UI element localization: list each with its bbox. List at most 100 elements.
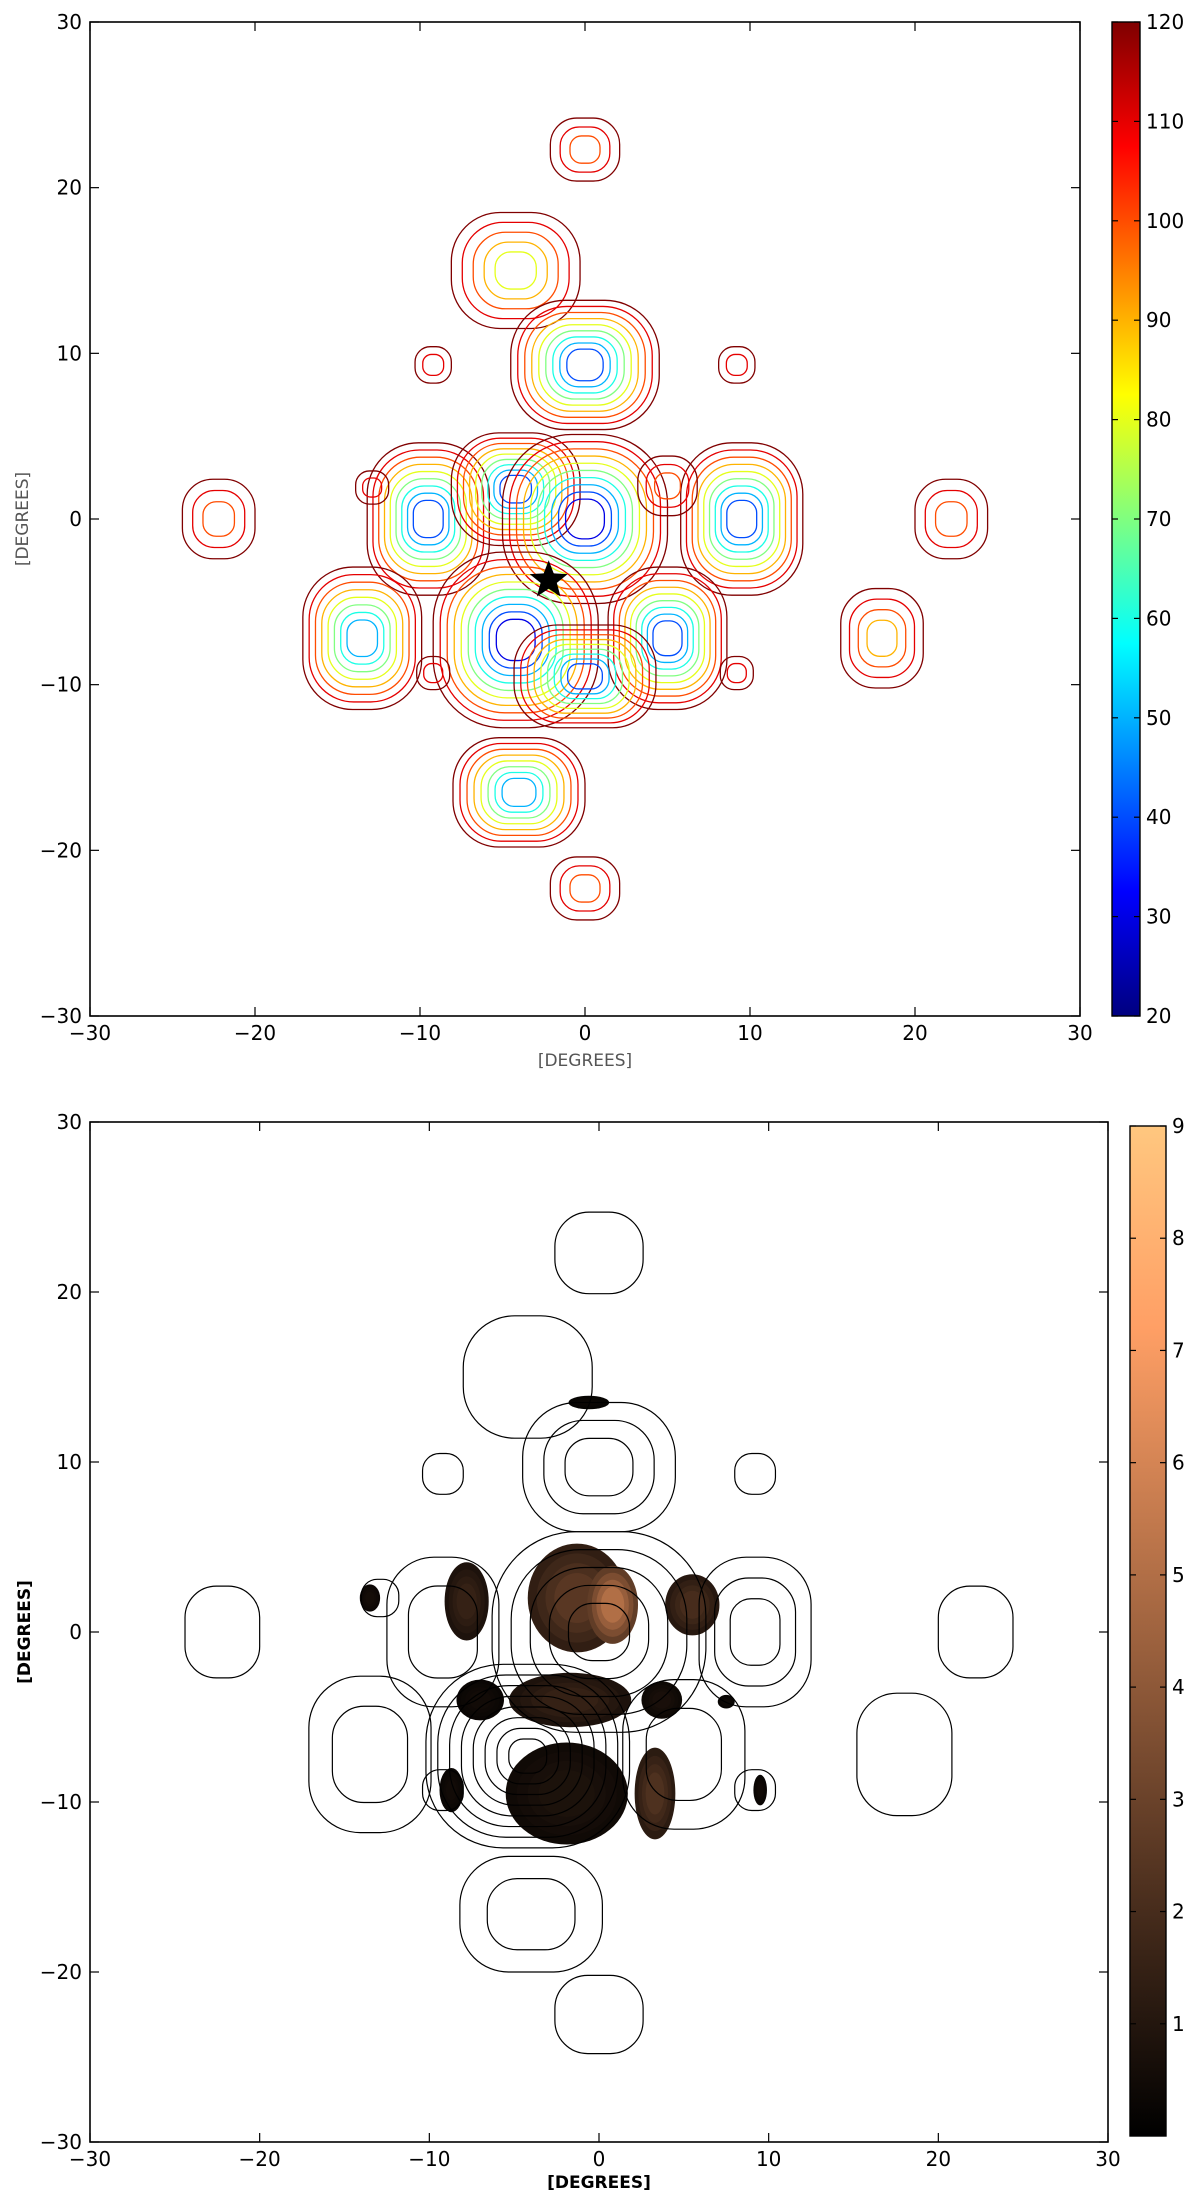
contour-line [557, 491, 613, 547]
colorbar-tick-label: 80 [1146, 408, 1171, 432]
contour-group [360, 1578, 400, 1618]
colorbar-tick-label: 40 [1146, 805, 1171, 829]
contour-lobe [719, 655, 754, 691]
star-marker-shape [529, 560, 568, 597]
contour-lobe [450, 211, 581, 330]
contour-group [425, 1663, 631, 1849]
contour-line [192, 489, 246, 549]
contour-line [691, 456, 792, 582]
contour-line [559, 865, 611, 912]
contour-line [456, 437, 575, 541]
contour-group [554, 1211, 644, 1295]
contour-line [538, 324, 632, 406]
contour-line [726, 499, 758, 539]
contour-line [641, 606, 694, 670]
shaded-band [445, 1779, 457, 1801]
contour-line [475, 453, 557, 525]
contour-line [546, 648, 624, 705]
contour-group [386, 1556, 500, 1708]
contour-line [510, 299, 660, 431]
contour-line [416, 655, 451, 691]
x-tick-label: 0 [579, 1021, 592, 1045]
contour-group [698, 1556, 812, 1708]
contour-line [484, 1717, 571, 1796]
contour-line [425, 1663, 631, 1849]
contour-line [637, 455, 698, 517]
contour-line [924, 489, 978, 549]
contour-line [480, 760, 558, 825]
shaded-region [717, 1694, 735, 1709]
contour-line [714, 1577, 797, 1687]
y-tick-label: −30 [40, 1004, 82, 1028]
contour-line [629, 593, 706, 684]
shaded-band [645, 1772, 665, 1815]
y-tick-label: −20 [40, 838, 82, 862]
shaded-band [456, 1583, 477, 1620]
contour-line [473, 754, 565, 831]
contour-line [501, 777, 537, 808]
contour-line [459, 1855, 603, 1973]
contour-line [618, 579, 717, 697]
contour-line [646, 613, 689, 664]
contour-group [734, 1452, 777, 1495]
contour-lobe [607, 566, 728, 711]
contour-line [522, 455, 648, 583]
contour-line [714, 485, 769, 553]
contour-line [508, 1738, 548, 1774]
x-tick-label: −30 [69, 1021, 111, 1045]
contour-line [543, 476, 627, 562]
y-tick-label: 30 [57, 10, 82, 34]
contour-group [734, 1769, 777, 1812]
contour-group [184, 1585, 261, 1679]
contour-line [866, 619, 898, 657]
x-axis-ticks-top: −30 −20 −10 0 10 20 30 [69, 22, 1093, 1045]
contour-line [486, 1878, 576, 1951]
y-tick-label: 20 [57, 176, 82, 200]
contour-line [622, 1678, 746, 1830]
contour-line [395, 478, 462, 560]
colorbar-tick-label: 100 [1146, 209, 1184, 233]
y-tick-label: −20 [40, 1960, 82, 1984]
contour-line [494, 251, 537, 290]
contour-lobe [840, 587, 924, 689]
shaded-band [679, 1590, 705, 1619]
x-tick-label: 30 [1095, 2147, 1120, 2171]
colorbar-tick-label: 3 [1172, 1787, 1185, 1811]
colorbar-bottom [1129, 1125, 1167, 2137]
contour-line [340, 611, 385, 665]
colorbar-tick-label: 8 [1172, 1226, 1185, 1250]
contour-line [406, 492, 450, 546]
x-tick-label: 20 [926, 2147, 951, 2171]
contour-line [421, 1452, 464, 1495]
contour-line [468, 448, 563, 531]
contour-line [362, 477, 383, 498]
contour-line [414, 346, 452, 384]
shaded-band [757, 1783, 764, 1798]
contour-line [472, 231, 559, 310]
contour-line [499, 474, 533, 504]
shaded-band [469, 1690, 492, 1710]
contour-line [412, 499, 444, 539]
contour-line [314, 581, 410, 696]
contour-lobe [718, 346, 756, 384]
contour-line [550, 484, 620, 554]
contour-line [729, 1598, 781, 1666]
contour-line [421, 1769, 464, 1812]
contour-group [554, 1974, 644, 2055]
contour-group [856, 1692, 953, 1817]
contour-lobe [302, 566, 423, 711]
contour-line [181, 478, 256, 560]
contour-lobe [450, 432, 581, 547]
x-tick-label: 10 [756, 2147, 781, 2171]
contour-line [703, 470, 781, 568]
contour-line [726, 662, 747, 684]
contour-line [331, 1705, 409, 1804]
contour-line [554, 1974, 644, 2055]
contour-line [327, 596, 398, 680]
contour-lobe [549, 117, 621, 182]
contour-line [461, 221, 570, 320]
contour-line [934, 501, 968, 537]
contour-line [685, 449, 798, 589]
contour-lobe [416, 655, 451, 691]
contour-group [462, 1315, 593, 1439]
